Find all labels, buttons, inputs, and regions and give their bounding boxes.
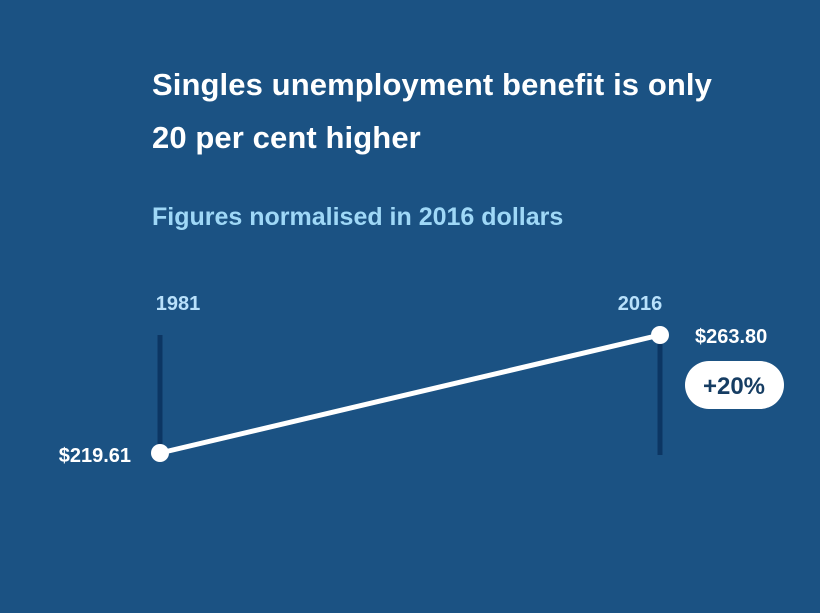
year-label-1981: 1981 (156, 293, 201, 315)
change-label: +20% (703, 373, 765, 400)
chart-title: Singles unemployment benefit is only 20 … (152, 67, 712, 155)
trend-line (157, 332, 663, 456)
value-label-1981: $219.61 (59, 445, 131, 467)
change-badge (685, 361, 784, 409)
value-label-2016: $263.80 (695, 326, 767, 348)
data-point-1981 (151, 444, 169, 462)
year-label-2016: 2016 (618, 293, 663, 315)
data-point-2016 (651, 326, 669, 344)
chart-subtitle: Figures normalised in 2016 dollars (152, 203, 564, 231)
